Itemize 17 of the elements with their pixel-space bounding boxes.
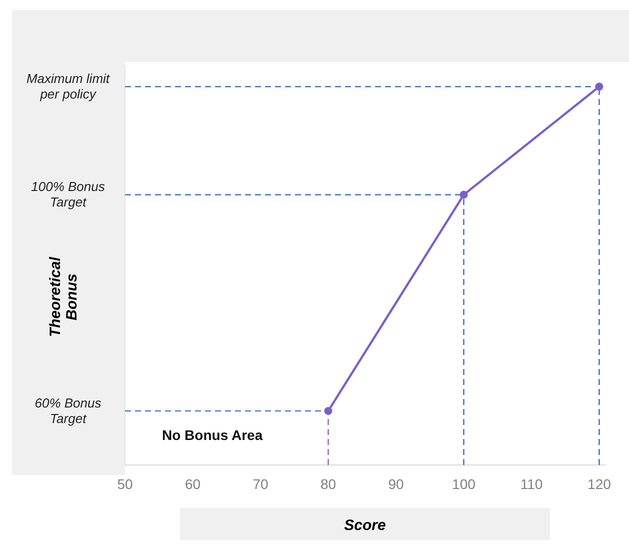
point: [324, 406, 332, 415]
y-axis-title: Theoretical Bonus: [46, 256, 80, 338]
x-tick-label: 80: [320, 476, 336, 492]
x-tick-label: 110: [520, 476, 543, 492]
x-tick-label: 90: [388, 476, 404, 492]
x-axis-title: Score: [344, 517, 386, 534]
point: [595, 82, 604, 91]
x-tick-label: 50: [117, 476, 133, 492]
annotation: No Bonus Area: [162, 427, 263, 443]
y-tick-label: 100% Bonus Target: [31, 179, 106, 210]
x-tick-label: 70: [252, 476, 268, 492]
x-tick-label: 100: [452, 476, 476, 492]
x-tick-label: 120: [588, 476, 612, 492]
point: [460, 190, 468, 199]
y-tick-label: 60% Bonus Target: [34, 395, 102, 426]
x-tick-label: 60: [184, 476, 201, 492]
y-tick-label: Maximum limit per policy: [26, 70, 111, 102]
